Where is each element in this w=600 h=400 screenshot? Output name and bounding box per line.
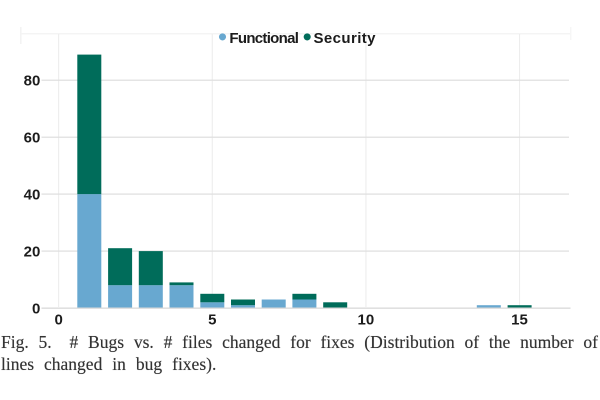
svg-text:5: 5 bbox=[208, 312, 216, 329]
svg-text:10: 10 bbox=[358, 312, 375, 329]
svg-text:20: 20 bbox=[24, 243, 41, 260]
svg-text:60: 60 bbox=[24, 130, 41, 147]
svg-text:0: 0 bbox=[32, 300, 40, 317]
svg-text:40: 40 bbox=[24, 187, 41, 204]
svg-text:0: 0 bbox=[55, 312, 63, 329]
svg-text:15: 15 bbox=[511, 312, 528, 329]
svg-text:Security: Security bbox=[314, 30, 377, 47]
svg-text:80: 80 bbox=[24, 73, 41, 90]
svg-text:Functional: Functional bbox=[229, 30, 298, 47]
